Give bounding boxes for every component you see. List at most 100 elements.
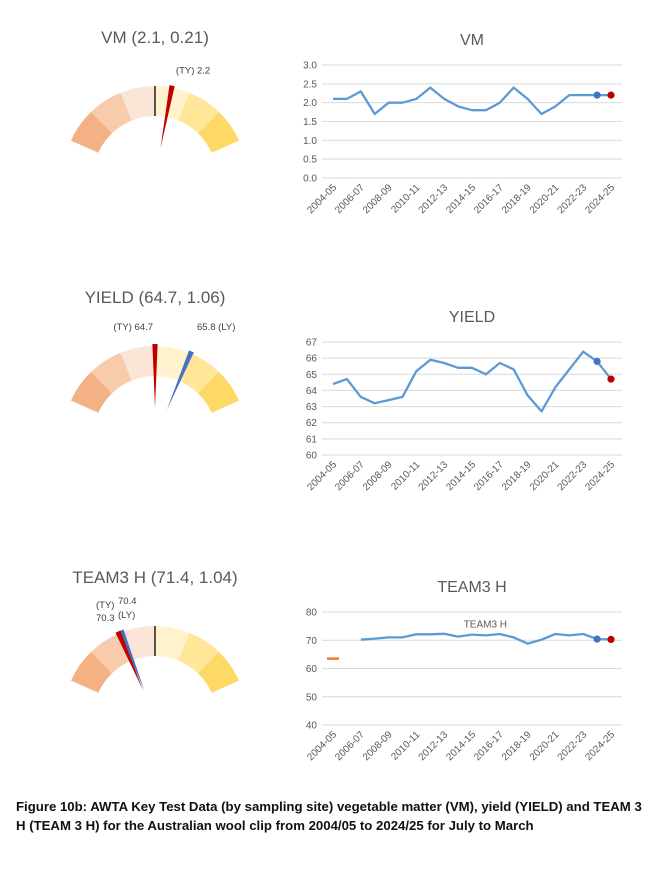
gauge-band-plus1sd bbox=[155, 626, 190, 661]
x-tick-label: 2012-13 bbox=[417, 459, 451, 493]
x-tick-label: 2020-21 bbox=[528, 459, 562, 493]
x-tick-label: 2018-19 bbox=[500, 729, 534, 763]
gauge-band-minus2sd bbox=[91, 352, 132, 394]
y-tick-label: 63 bbox=[306, 402, 318, 413]
gauge-ty-label: (TY) 64.7 bbox=[113, 322, 153, 333]
gauge-band-minus2sd bbox=[91, 92, 132, 134]
y-tick-label: 1.5 bbox=[303, 117, 317, 128]
gauge-band-minus3sd bbox=[70, 651, 112, 693]
gauge-band-plus3sd bbox=[198, 371, 240, 413]
y-tick-label: 60 bbox=[306, 664, 318, 675]
yield-gauge-svg: (TY) 64.7 65.8 (LY) bbox=[70, 322, 240, 413]
x-tick-label: 2022-23 bbox=[556, 729, 590, 763]
vm-line-chart: VM 0.0 0.5 1.0 1.5 2.0 2.5 3.0 2004-05 2006-07 200… bbox=[270, 28, 640, 243]
series-line bbox=[332, 350, 612, 413]
line-chart-title: YIELD bbox=[449, 309, 495, 326]
y-tick-label: 60 bbox=[306, 451, 318, 462]
gauge-band-minus3sd bbox=[70, 111, 112, 153]
y-tick-label: 3.0 bbox=[303, 61, 317, 72]
x-tick-label: 2004-05 bbox=[305, 459, 339, 493]
line-chart-title: TEAM3 H bbox=[437, 579, 506, 596]
yield-line-svg: YIELD 60 61 62 63 64 65 66 67 2004-052006-072008-… bbox=[305, 309, 622, 493]
x-tick-label: 2006-07 bbox=[333, 729, 367, 763]
ly-point bbox=[593, 635, 601, 643]
y-tick-label: 40 bbox=[306, 721, 318, 732]
gauge-band-minus1sd bbox=[120, 346, 155, 381]
team3h-gauge: TEAM3 H (71.4, 1.04) (TY) 70.3 70.4 (LY) bbox=[50, 568, 260, 773]
gauge-ty-needle bbox=[115, 630, 144, 691]
x-tick-label: 2022-23 bbox=[556, 182, 590, 216]
x-tick-label: 2014-15 bbox=[444, 182, 478, 216]
ty-point bbox=[607, 375, 615, 383]
x-tick-label: 2024-25 bbox=[583, 459, 617, 493]
gauge-ty-label-top: (TY) bbox=[96, 600, 114, 611]
gauge-band-plus3sd bbox=[198, 111, 240, 153]
ly-point bbox=[593, 91, 601, 99]
x-tick-label: 2006-07 bbox=[333, 182, 367, 216]
gauge-ly-needle bbox=[166, 350, 194, 411]
y-tick-label: 65 bbox=[306, 370, 318, 381]
gauge-band-plus1sd bbox=[155, 86, 190, 121]
vm-gauge-svg: (TY) 2.2 bbox=[70, 66, 240, 153]
y-tick-label: 62 bbox=[306, 418, 318, 429]
ly-point bbox=[593, 357, 601, 365]
vm-line-svg: VM 0.0 0.5 1.0 1.5 2.0 2.5 3.0 2004-052006-07200… bbox=[303, 32, 622, 216]
series-line bbox=[360, 632, 612, 645]
ty-point bbox=[607, 91, 615, 99]
gauge-band-plus2sd bbox=[178, 632, 219, 674]
ty-point bbox=[607, 635, 615, 644]
x-tick-label: 2012-13 bbox=[417, 729, 451, 763]
team3h-line-chart: TEAM3 H 40 50 60 70 80 2004-05 2006-07 2008-09 20… bbox=[270, 575, 640, 790]
y-tick-label: 80 bbox=[306, 608, 318, 619]
y-tick-label: 0.5 bbox=[303, 155, 317, 166]
gauge-band-plus1sd bbox=[155, 346, 190, 381]
gauge-band-plus2sd bbox=[178, 92, 219, 134]
x-tick-label: 2008-09 bbox=[361, 182, 395, 216]
y-tick-label: 67 bbox=[306, 338, 318, 349]
gauge-ly-label-top: 70.4 bbox=[118, 596, 137, 607]
x-tick-label: 2008-09 bbox=[361, 729, 395, 763]
line-chart-title: VM bbox=[460, 32, 484, 49]
yield-line-chart: YIELD 60 61 62 63 64 65 66 67 2004-05 2006-07 2008-… bbox=[270, 305, 640, 520]
y-tick-label: 64 bbox=[306, 386, 318, 397]
x-tick-label: 2006-07 bbox=[333, 459, 367, 493]
x-tick-label: 2018-19 bbox=[500, 182, 534, 216]
x-tick-label: 2016-17 bbox=[472, 729, 506, 763]
series-line bbox=[333, 86, 611, 116]
y-tick-label: 61 bbox=[306, 434, 318, 445]
y-tick-label: 2.0 bbox=[303, 98, 317, 109]
team3h-gauge-svg: (TY) 70.370.4 (LY) bbox=[70, 596, 240, 693]
vm-gauge-title: VM (2.1, 0.21) bbox=[101, 28, 209, 47]
gauge-ty-needle bbox=[160, 85, 175, 149]
y-tick-label: 50 bbox=[306, 692, 318, 703]
x-tick-label: 2016-17 bbox=[472, 182, 506, 216]
x-tick-label: 2008-09 bbox=[361, 459, 395, 493]
x-tick-label: 2018-19 bbox=[500, 459, 534, 493]
x-tick-label: 2020-21 bbox=[528, 729, 562, 763]
y-tick-label: 0.0 bbox=[303, 174, 317, 185]
gauge-ly-label-bottom: (LY) bbox=[118, 610, 135, 621]
x-tick-label: 2024-25 bbox=[583, 182, 617, 216]
y-tick-label: 66 bbox=[306, 354, 318, 365]
x-tick-label: 2022-23 bbox=[556, 459, 590, 493]
x-tick-label: 2004-05 bbox=[305, 182, 339, 216]
gauge-band-minus1sd bbox=[120, 86, 155, 121]
gauge-ty-label-bottom: 70.3 bbox=[96, 613, 115, 624]
vm-gauge: VM (2.1, 0.21) (TY) 2.2 bbox=[50, 28, 260, 233]
yield-gauge-title: YIELD (64.7, 1.06) bbox=[84, 288, 226, 307]
x-tick-label: 2014-15 bbox=[444, 729, 478, 763]
gauge-band-minus3sd bbox=[70, 371, 112, 413]
gauge-ty-label: (TY) 2.2 bbox=[176, 66, 210, 77]
y-tick-label: 2.5 bbox=[303, 79, 317, 90]
gauge-ly-label: 65.8 (LY) bbox=[197, 322, 235, 333]
x-tick-label: 2004-05 bbox=[305, 729, 339, 763]
figure-caption: Figure 10b: AWTA Key Test Data (by sampl… bbox=[16, 799, 642, 833]
x-tick-label: 2024-25 bbox=[583, 729, 617, 763]
x-tick-label: 2016-17 bbox=[472, 459, 506, 493]
gauge-band-plus3sd bbox=[198, 651, 240, 693]
x-tick-label: 2020-21 bbox=[528, 182, 562, 216]
yield-gauge: YIELD (64.7, 1.06) (TY) 64.7 65.8 (LY) bbox=[50, 288, 260, 493]
y-tick-label: 70 bbox=[306, 636, 318, 647]
y-tick-label: 1.0 bbox=[303, 136, 317, 147]
